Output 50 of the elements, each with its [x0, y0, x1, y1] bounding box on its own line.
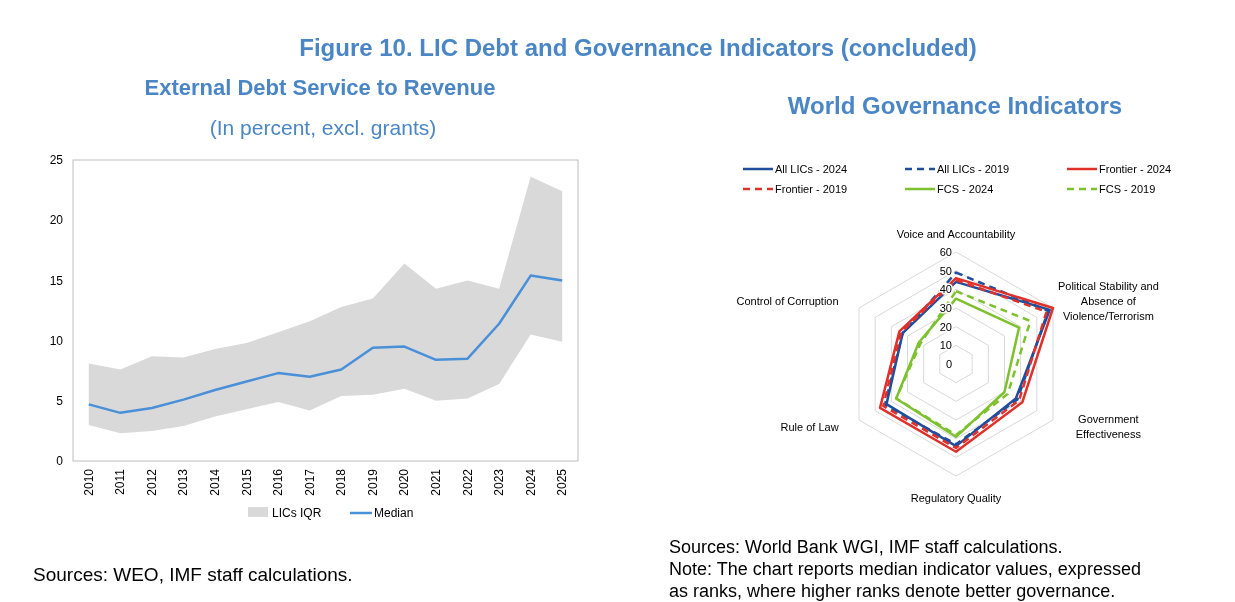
y-tick-label: 50 [939, 264, 952, 277]
spoke-label: Rule of Law [780, 420, 839, 433]
legend-label: LICs IQR [272, 506, 322, 521]
x-tick-label: 2014 [208, 468, 223, 496]
y-tick-label: 5 [56, 394, 64, 408]
y-tick-label: 0 [945, 357, 952, 370]
y-tick-label: 0 [56, 454, 64, 469]
source-note: Sources: WEO, IMF staff calculations. [33, 564, 353, 585]
chart-subtitle: (In percent, excl. grants) [209, 116, 437, 139]
caption: Figure 10. LIC Debt and Governance Indicators (concluded) [299, 34, 977, 61]
x-tick-label: 2019 [365, 468, 380, 496]
chart-title: External Debt Service to Revenue [144, 75, 496, 100]
legend-label: FCS - 2019 [1099, 182, 1156, 195]
y-tick-label: 10 [939, 339, 952, 352]
x-tick-label: 2017 [302, 468, 317, 496]
legend-label: FCS - 2024 [937, 182, 994, 195]
y-tick-label: 15 [49, 273, 64, 288]
spoke-label: Political Stability and Absence of Violence/Terrorism [1057, 279, 1159, 322]
x-tick-label: 2015 [239, 468, 254, 496]
x-tick-label: 2016 [271, 468, 286, 496]
y-tick-label: 20 [49, 213, 64, 228]
y-tick-label: 25 [49, 153, 64, 168]
spoke-label: Regulatory Quality [910, 491, 1002, 504]
x-tick-label: 2013 [176, 468, 191, 496]
source-note: Sources: World Bank WGI, IMF staff calculations. [669, 537, 1063, 557]
x-tick-label: 2012 [144, 468, 159, 496]
x-tick-label: 2025 [555, 468, 570, 496]
x-tick-label: 2023 [492, 468, 507, 496]
text: Note: The chart reports median indicator values, expressed as ranks, where higher ranks denote better governance. [669, 559, 1141, 601]
chart-title: World Governance Indicators [787, 92, 1123, 119]
x-tick-label: 2010 [81, 468, 96, 496]
x-tick-label: 2024 [523, 468, 538, 496]
x-tick-label: 2022 [460, 468, 475, 496]
spoke-label: Voice and Accountability [896, 227, 1016, 240]
x-tick-label: 2011 [113, 468, 128, 495]
legend-label: All LICs - 2024 [775, 162, 848, 175]
legend-label: All LICs - 2019 [937, 162, 1010, 175]
spoke-label: Control of Corruption [736, 294, 839, 307]
x-tick-label: 2021 [428, 468, 443, 496]
y-tick-label: 60 [939, 245, 952, 258]
legend-label: Frontier - 2024 [1099, 162, 1172, 175]
legend-label: Median [374, 506, 414, 521]
spoke-label: Government Effectiveness [1075, 413, 1142, 441]
y-tick-label: 40 [939, 283, 952, 296]
x-tick-label: 2018 [334, 468, 349, 496]
line-series [87, 274, 564, 415]
legend-label: Frontier - 2019 [775, 182, 848, 195]
y-tick-label: 20 [939, 320, 952, 333]
y-tick-label: 10 [49, 333, 64, 348]
x-tick-label: 2020 [397, 468, 412, 496]
